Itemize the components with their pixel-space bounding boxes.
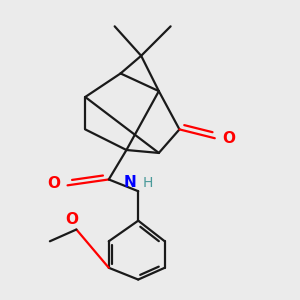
Text: O: O [47,176,60,191]
Text: O: O [65,212,78,226]
Text: O: O [222,131,235,146]
Text: H: H [142,176,153,190]
Text: N: N [124,175,137,190]
